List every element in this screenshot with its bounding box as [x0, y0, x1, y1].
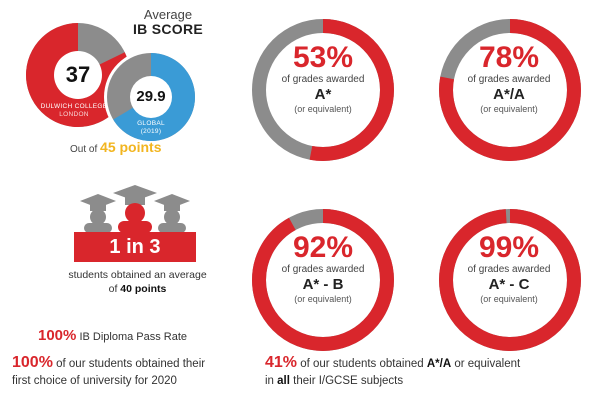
donut-2-grade: A*/A [493, 86, 525, 103]
gcse-value: 41% [265, 354, 298, 371]
donut-ring-2 [439, 19, 581, 161]
one-in-three-line2: of 40 points [50, 282, 225, 296]
donut-4-grade: A* - C [488, 276, 530, 293]
donut-4-pct: 99% [478, 231, 540, 264]
donut-fill-1 [252, 19, 394, 161]
one-in-three-badge: 1 in 3 [74, 232, 196, 262]
donut-1-grade: A* [314, 86, 332, 103]
donut-4-equiv: (or equivalent) [480, 294, 538, 304]
gcse-all: all [277, 375, 290, 387]
donut-1-sub: of grades awarded [281, 74, 365, 85]
donut-2-sub: of grades awarded [467, 74, 551, 85]
donut-4-sub: of grades awarded [467, 264, 551, 275]
pass-rate-value: 100% [38, 327, 77, 344]
one-in-three-text: students obtained an average of 40 point… [50, 268, 225, 296]
donut-ring-4 [439, 209, 581, 351]
global-score: 29.9 [136, 88, 166, 105]
donut-fill-2 [439, 19, 581, 161]
dulwich-label-line2: LONDON [59, 111, 89, 118]
dulwich-label-line1: DULWICH COLLEGE [40, 103, 108, 110]
donut-3-grade: A* - B [302, 276, 344, 293]
university-value: 100% [12, 354, 53, 371]
donut-fill-4 [439, 209, 581, 351]
donut-label-2: 78% of grades awarded A*/A (or equivalen… [450, 42, 568, 115]
dulwich-pie [26, 23, 131, 128]
one-in-three-bold: 40 points [120, 283, 167, 295]
out-of-value: 45 points [100, 139, 162, 155]
ib-score-pies [26, 23, 198, 144]
university-text-1: of our students obtained their [56, 358, 206, 370]
donut-label-3: 92% of grades awarded A* - B (or equival… [264, 232, 382, 305]
global-pie [104, 50, 198, 144]
donut-fill-3 [252, 209, 394, 351]
university-text-2: first choice of university for 2020 [12, 375, 177, 387]
gcse-text-4: their I/GCSE subjects [293, 375, 404, 387]
donut-label-4: 99% of grades awarded A* - C (or equival… [450, 232, 568, 305]
global-label-line2: (2019) [140, 128, 162, 135]
donut-3-pct: 92% [292, 231, 354, 264]
donut-1-equiv: (or equivalent) [294, 104, 352, 114]
ib-score-title-line2: IB SCORE [132, 21, 204, 37]
one-in-three-prefix: of [108, 283, 118, 295]
pass-rate-stat: 100% IB Diploma Pass Rate [38, 327, 187, 344]
university-stat: 100% of our students obtained their firs… [12, 354, 252, 390]
gcse-bold: A*/A [426, 358, 452, 370]
gcse-text-2: or equivalent [454, 358, 521, 370]
donut-2-equiv: (or equivalent) [480, 104, 538, 114]
graduates-icon [80, 185, 190, 233]
global-label-line1: GLOBAL [137, 120, 165, 127]
donut-1-pct: 53% [292, 41, 354, 74]
global-label: GLOBAL (2019) [126, 120, 176, 136]
donut-ring-1 [252, 19, 394, 161]
gcse-stat: 41% of our students obtained A*/A or equ… [265, 354, 595, 390]
donut-2-pct: 78% [478, 41, 540, 74]
pass-rate-text: IB Diploma Pass Rate [79, 331, 188, 343]
donut-label-1: 53% of grades awarded A* (or equivalent) [264, 42, 382, 115]
ib-score-title-line1: Average [143, 7, 193, 22]
out-of-text: Out of 45 points [70, 139, 162, 155]
ib-score-title: Average IB SCORE [118, 7, 218, 37]
donut-ring-3 [252, 209, 394, 351]
one-in-three-line1: students obtained an average [68, 269, 207, 281]
donut-3-sub: of grades awarded [281, 264, 365, 275]
donut-3-equiv: (or equivalent) [294, 294, 352, 304]
out-of-prefix: Out of [70, 144, 98, 155]
gcse-text-3: in [265, 375, 274, 387]
dulwich-label: DULWICH COLLEGE LONDON [34, 103, 114, 119]
dulwich-score: 37 [65, 62, 91, 87]
gcse-text-1: of our students obtained [300, 358, 424, 370]
